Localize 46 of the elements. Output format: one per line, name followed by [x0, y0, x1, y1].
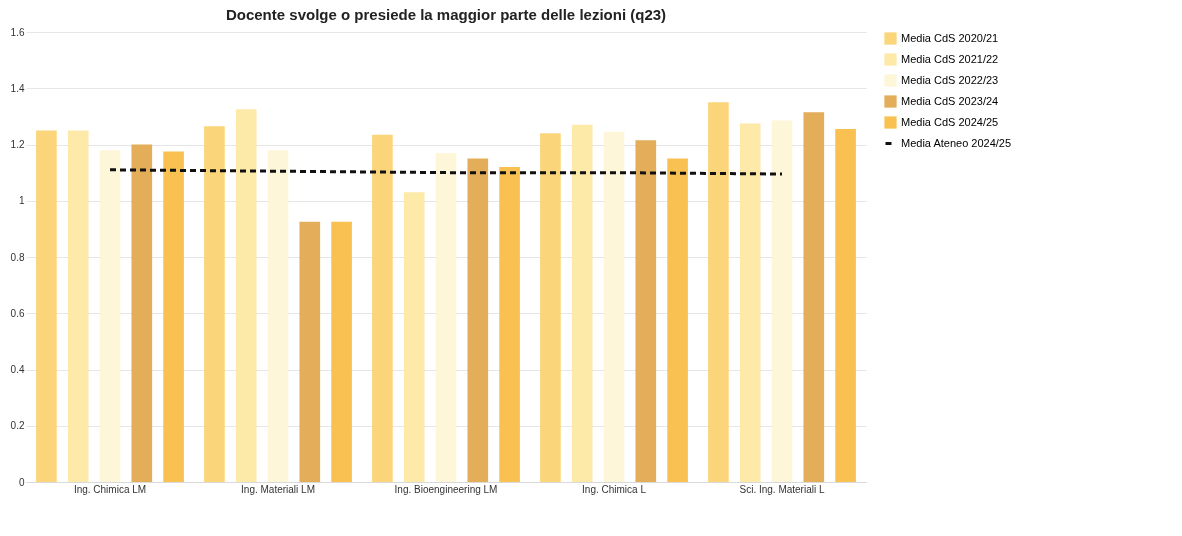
- legend-label: Media CdS 2022/23: [901, 73, 999, 86]
- bar: [835, 129, 856, 482]
- y-tick-label: 1.6: [10, 26, 25, 38]
- legend-label: Media CdS 2024/25: [901, 115, 999, 128]
- bar: [771, 120, 793, 482]
- bar: [435, 152, 457, 482]
- bar: [372, 134, 393, 482]
- y-tick-label: 0.6: [10, 307, 25, 319]
- y-tick-label: 0: [18, 476, 25, 488]
- y-tick-label: 1.4: [10, 82, 25, 94]
- bar: [603, 131, 625, 482]
- bar: [708, 102, 729, 482]
- bar: [635, 140, 657, 482]
- bar: [331, 221, 352, 482]
- y-tick-label: 0.4: [10, 364, 25, 375]
- x-tick-label: Ing. Chimica L: [582, 483, 647, 495]
- y-tick-label: 1: [18, 195, 25, 207]
- bar: [67, 130, 89, 482]
- bar: [235, 109, 257, 482]
- bar: [540, 133, 561, 482]
- bar: [403, 192, 425, 482]
- legend-label: Media CdS 2023/24: [901, 94, 999, 107]
- bar: [267, 150, 289, 482]
- bar: [803, 112, 825, 482]
- legend-label: Media CdS 2021/22: [901, 52, 999, 65]
- x-tick-label: Ing. Chimica LM: [73, 483, 147, 495]
- bar: [467, 158, 489, 482]
- bar: [667, 158, 688, 482]
- x-tick-label: Ing. Bioengineering LM: [394, 483, 498, 495]
- bar: [739, 123, 761, 482]
- x-tick-label: Ing. Materiali LM: [241, 483, 315, 495]
- y-tick-label: 0.2: [10, 420, 25, 432]
- y-tick-label: 1.2: [10, 139, 25, 150]
- x-tick-label: Sci. Ing. Materiali L: [739, 483, 825, 495]
- bar: [204, 126, 225, 482]
- legend-label: Media Ateneo 2024/25: [901, 136, 1012, 149]
- bar: [299, 221, 321, 482]
- chart-title: Docente svolge o presiede la maggior parte delle lezioni (q23): [225, 6, 667, 23]
- legend-label: Media CdS 2020/21: [901, 31, 999, 44]
- y-tick-label: 0.8: [10, 251, 25, 263]
- bar: [499, 167, 520, 482]
- bar: [99, 150, 121, 482]
- bar: [571, 124, 593, 482]
- bar: [131, 144, 153, 482]
- bar: [36, 130, 57, 482]
- bar: [163, 151, 184, 482]
